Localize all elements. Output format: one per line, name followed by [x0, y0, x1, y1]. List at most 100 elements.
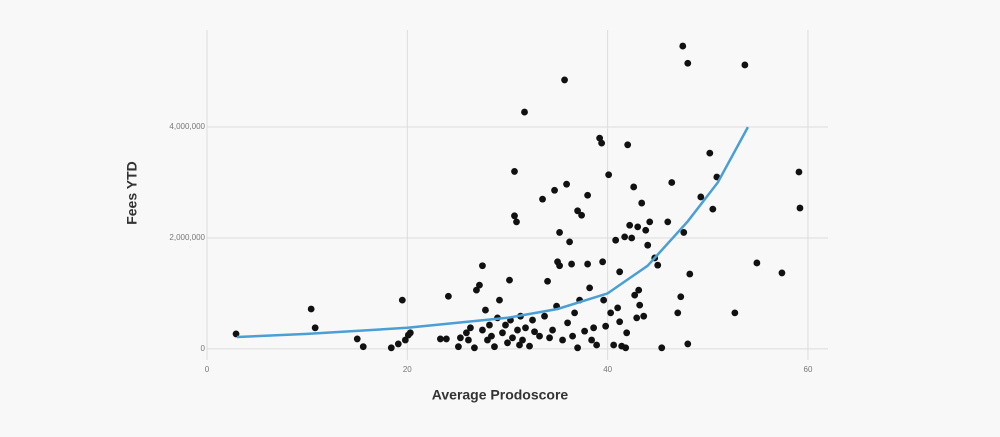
point — [444, 292, 452, 300]
point — [581, 327, 589, 335]
y-tick-label: 2,000,000 — [169, 233, 205, 242]
point — [674, 309, 682, 317]
point — [486, 321, 493, 329]
point — [616, 318, 624, 326]
point — [646, 218, 654, 226]
x-tick-label: 60 — [804, 365, 813, 374]
point — [551, 186, 558, 194]
point — [531, 328, 538, 336]
point — [499, 329, 506, 337]
point — [668, 179, 676, 186]
point — [504, 339, 511, 347]
x-tick-label: 0 — [205, 365, 210, 374]
point — [516, 341, 523, 349]
point — [406, 329, 414, 337]
point — [778, 269, 786, 277]
point — [564, 319, 571, 327]
point — [521, 108, 528, 116]
point — [607, 309, 615, 317]
point — [578, 211, 586, 219]
point — [706, 149, 714, 157]
point — [571, 309, 578, 317]
point — [684, 340, 692, 348]
point — [584, 260, 592, 268]
point — [623, 329, 631, 337]
point — [232, 330, 240, 338]
point — [605, 171, 613, 179]
x-tick-label: 20 — [403, 365, 412, 374]
point — [598, 139, 606, 147]
point — [586, 284, 594, 292]
point — [549, 326, 556, 334]
point — [479, 262, 486, 270]
point — [574, 207, 581, 215]
x-tick-label: 40 — [603, 365, 612, 374]
point — [654, 261, 662, 269]
point — [401, 336, 409, 344]
point — [569, 332, 576, 340]
trend-line — [236, 126, 749, 339]
point — [686, 270, 694, 278]
point — [590, 324, 598, 332]
point — [795, 168, 803, 176]
point — [622, 344, 630, 352]
point — [513, 218, 520, 226]
point — [566, 238, 573, 246]
point — [561, 76, 568, 84]
point — [506, 276, 513, 284]
point — [599, 258, 607, 266]
point — [511, 212, 518, 220]
point — [634, 223, 642, 231]
y-axis-label: Fees YTD — [124, 161, 140, 225]
point — [307, 305, 315, 313]
point — [630, 183, 638, 191]
point — [640, 312, 648, 320]
point — [529, 316, 536, 324]
point — [600, 296, 608, 304]
point — [664, 218, 672, 226]
point — [684, 59, 692, 67]
point — [731, 309, 739, 317]
point — [642, 226, 650, 234]
point — [636, 301, 644, 309]
point — [556, 262, 563, 270]
point — [593, 341, 601, 349]
point — [463, 329, 470, 337]
point — [559, 336, 566, 344]
point — [467, 324, 474, 332]
point — [753, 259, 761, 267]
point — [536, 332, 543, 340]
point — [539, 195, 546, 203]
point — [544, 277, 551, 285]
point — [741, 61, 749, 69]
point — [796, 204, 804, 212]
point — [496, 296, 503, 304]
point — [556, 229, 563, 236]
point — [526, 342, 533, 350]
point — [631, 291, 639, 299]
point — [612, 236, 620, 244]
point — [394, 340, 402, 348]
point — [502, 321, 509, 329]
point — [588, 336, 596, 344]
y-tick-label: 0 — [201, 344, 206, 353]
point — [491, 343, 498, 351]
point — [624, 141, 632, 149]
point — [482, 306, 489, 314]
point — [584, 191, 592, 199]
point — [658, 344, 666, 352]
point — [614, 304, 622, 312]
point — [442, 335, 450, 343]
point — [541, 312, 548, 320]
point — [479, 326, 486, 334]
point — [635, 286, 643, 294]
point — [563, 180, 570, 188]
point — [311, 324, 319, 332]
point — [633, 314, 641, 322]
point — [638, 199, 646, 207]
point — [514, 326, 521, 334]
point — [709, 205, 717, 213]
